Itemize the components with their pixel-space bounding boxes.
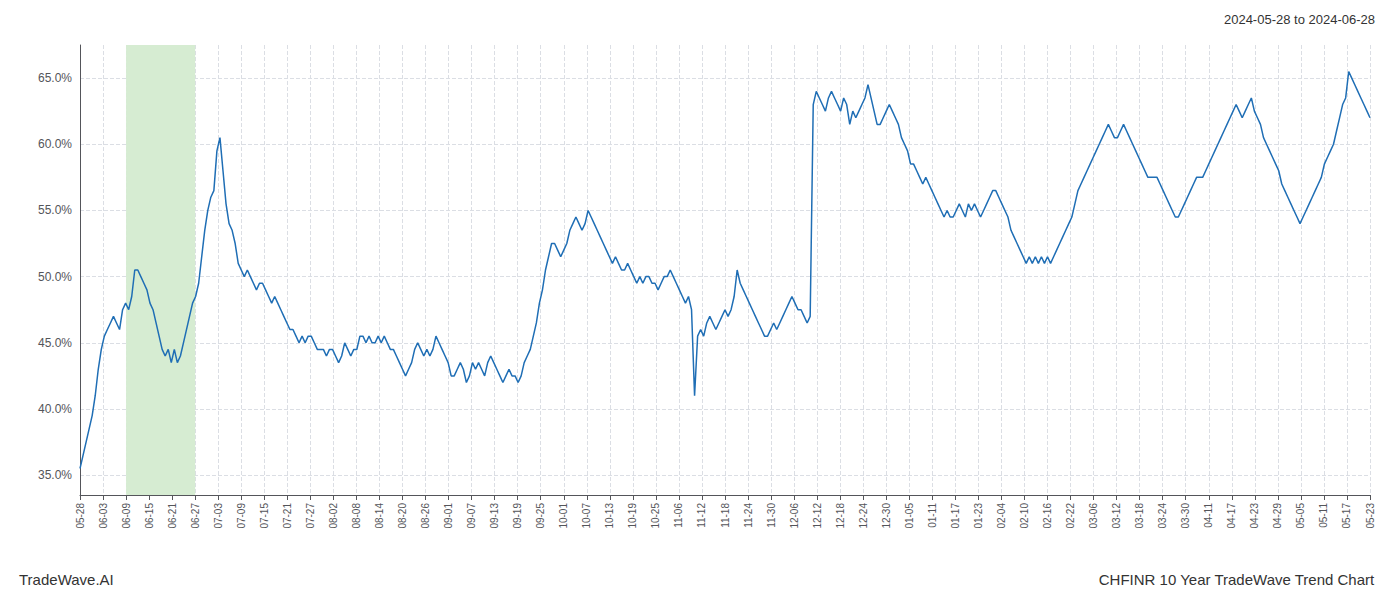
svg-text:12-12: 12-12 <box>812 503 823 529</box>
svg-text:07-03: 07-03 <box>213 503 224 529</box>
svg-text:08-02: 08-02 <box>328 503 339 529</box>
svg-text:08-14: 08-14 <box>374 503 385 529</box>
svg-text:2024-05-28 to 2024-06-28: 2024-05-28 to 2024-06-28 <box>1224 12 1375 27</box>
svg-text:09-07: 09-07 <box>466 503 477 529</box>
svg-text:01-23: 01-23 <box>973 503 984 529</box>
svg-text:03-06: 03-06 <box>1088 503 1099 529</box>
svg-text:05-11: 05-11 <box>1318 503 1329 528</box>
svg-text:07-27: 07-27 <box>305 503 316 529</box>
svg-text:09-19: 09-19 <box>512 503 523 529</box>
svg-text:05-28: 05-28 <box>75 503 86 529</box>
svg-text:07-09: 07-09 <box>236 503 247 529</box>
svg-text:02-04: 02-04 <box>996 503 1007 529</box>
svg-text:05-05: 05-05 <box>1295 503 1306 529</box>
svg-text:12-06: 12-06 <box>789 503 800 529</box>
svg-text:03-12: 03-12 <box>1111 503 1122 529</box>
svg-text:10-01: 10-01 <box>558 503 569 529</box>
svg-text:01-05: 01-05 <box>904 503 915 529</box>
svg-text:02-22: 02-22 <box>1065 503 1076 529</box>
svg-text:06-03: 06-03 <box>98 503 109 529</box>
svg-text:35.0%: 35.0% <box>38 468 72 482</box>
svg-text:09-25: 09-25 <box>535 503 546 529</box>
svg-text:04-17: 04-17 <box>1226 503 1237 529</box>
svg-text:11-30: 11-30 <box>766 503 777 528</box>
svg-text:06-27: 06-27 <box>190 503 201 529</box>
svg-text:10-07: 10-07 <box>581 503 592 529</box>
svg-text:65.0%: 65.0% <box>38 71 72 85</box>
svg-text:05-23: 05-23 <box>1365 503 1376 529</box>
svg-text:03-24: 03-24 <box>1157 503 1168 529</box>
svg-text:05-17: 05-17 <box>1341 503 1352 529</box>
svg-text:04-29: 04-29 <box>1272 503 1283 529</box>
svg-text:CHFINR 10 Year TradeWave Trend: CHFINR 10 Year TradeWave Trend Chart <box>1099 571 1375 588</box>
svg-text:12-30: 12-30 <box>881 503 892 529</box>
svg-text:11-06: 11-06 <box>673 503 684 528</box>
svg-text:11-24: 11-24 <box>743 503 754 528</box>
svg-text:11-12: 11-12 <box>696 503 707 528</box>
svg-text:10-25: 10-25 <box>650 503 661 529</box>
svg-text:55.0%: 55.0% <box>38 203 72 217</box>
svg-text:09-01: 09-01 <box>443 503 454 529</box>
svg-text:08-20: 08-20 <box>397 503 408 529</box>
svg-text:40.0%: 40.0% <box>38 402 72 416</box>
svg-text:01-11: 01-11 <box>927 503 938 528</box>
svg-text:06-09: 06-09 <box>121 503 132 529</box>
svg-text:50.0%: 50.0% <box>38 270 72 284</box>
svg-text:10-13: 10-13 <box>604 503 615 529</box>
svg-text:08-26: 08-26 <box>420 503 431 529</box>
svg-text:06-21: 06-21 <box>167 503 178 529</box>
svg-text:09-13: 09-13 <box>489 503 500 529</box>
svg-text:04-23: 04-23 <box>1249 503 1260 529</box>
svg-text:01-17: 01-17 <box>950 503 961 529</box>
svg-text:02-16: 02-16 <box>1042 503 1053 529</box>
svg-text:12-18: 12-18 <box>835 503 846 529</box>
svg-text:60.0%: 60.0% <box>38 137 72 151</box>
svg-text:45.0%: 45.0% <box>38 336 72 350</box>
svg-text:07-21: 07-21 <box>282 503 293 529</box>
svg-text:04-11: 04-11 <box>1203 503 1214 528</box>
svg-text:03-30: 03-30 <box>1180 503 1191 529</box>
svg-text:TradeWave.AI: TradeWave.AI <box>19 571 114 588</box>
svg-text:12-24: 12-24 <box>858 503 869 529</box>
svg-text:03-18: 03-18 <box>1134 503 1145 529</box>
svg-text:02-10: 02-10 <box>1019 503 1030 529</box>
svg-text:07-15: 07-15 <box>259 503 270 529</box>
svg-text:06-15: 06-15 <box>144 503 155 529</box>
svg-text:08-08: 08-08 <box>351 503 362 529</box>
svg-text:11-18: 11-18 <box>720 503 731 528</box>
svg-text:10-19: 10-19 <box>627 503 638 529</box>
